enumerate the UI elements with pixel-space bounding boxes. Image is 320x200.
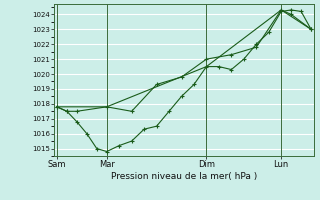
X-axis label: Pression niveau de la mer( hPa ): Pression niveau de la mer( hPa ) <box>111 172 257 181</box>
